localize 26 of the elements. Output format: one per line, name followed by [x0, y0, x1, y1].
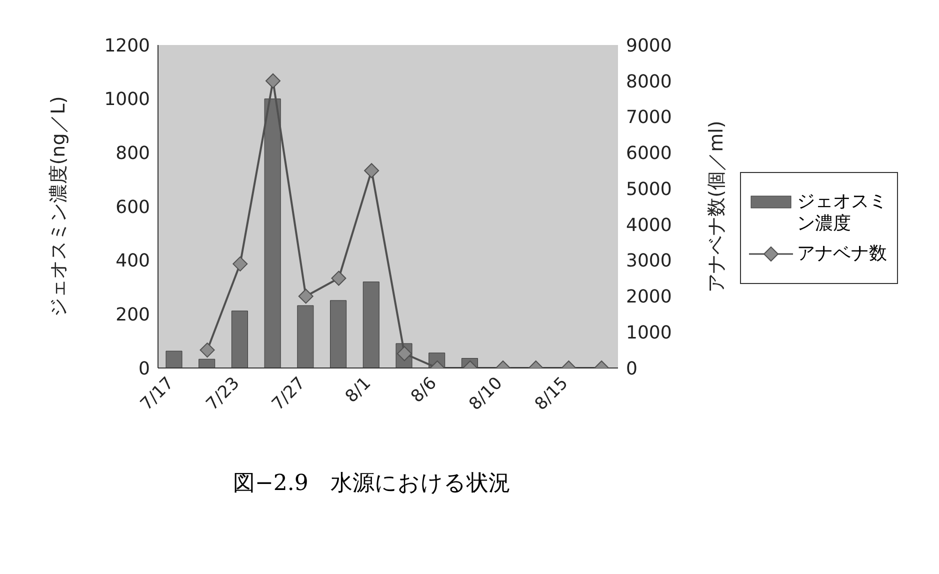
y2-tick-label: 3000: [626, 250, 672, 272]
text: 図−2.9 水源における状況: [233, 470, 512, 498]
y2-tick-label: 4000: [626, 214, 672, 236]
x-tick-label: 8/1: [342, 373, 376, 407]
y-tick-label: 200: [116, 304, 150, 326]
y2-tick-label: 0: [626, 358, 638, 380]
y-tick-label: 1200: [104, 35, 150, 56]
y-tick-label: 600: [116, 196, 150, 218]
y2-tick-label: 6000: [626, 143, 672, 164]
y2-axis-title: アナベナ数(個／ml): [706, 120, 728, 292]
y2-tick-label: 5000: [626, 178, 672, 200]
legend-label: アナベナ数: [797, 243, 887, 265]
y2-tick-label: 7000: [626, 107, 672, 128]
y-tick-label: 0: [138, 358, 150, 380]
y-tick-label: 800: [116, 143, 150, 164]
point: [232, 256, 248, 272]
y2-tick-label: 9000: [626, 35, 672, 56]
y-axis-title: ジェオスミン濃度(ng／L): [48, 96, 70, 317]
legend-label: ジェオスミン濃度: [797, 191, 888, 235]
y2-tick-label: 1000: [626, 322, 672, 344]
y-tick-label: 400: [116, 250, 150, 272]
y2-tick-label: 8000: [626, 71, 672, 92]
y2-tick-label: 2000: [626, 286, 672, 308]
x-tick-label: 8/6: [407, 373, 441, 407]
point: [364, 163, 380, 178]
y-tick-label: 1000: [104, 89, 150, 110]
